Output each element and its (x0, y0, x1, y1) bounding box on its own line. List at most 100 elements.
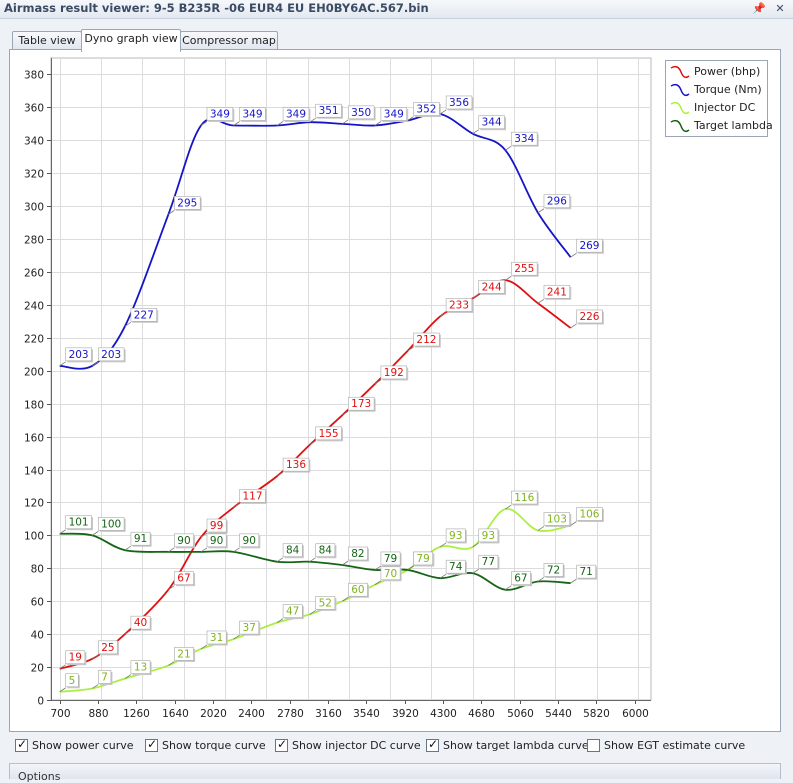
lambda-data-label: 77 (482, 556, 495, 568)
injector-data-label: 93 (482, 530, 495, 542)
lambda-data-label: 82 (351, 548, 364, 560)
power-data-label: 40 (134, 617, 147, 629)
injector-data-label: 52 (319, 597, 332, 609)
options-tab[interactable]: Options (9, 763, 781, 783)
torque-label-leader (309, 117, 316, 123)
injector-label-leader (537, 526, 545, 531)
power-data-label: 67 (177, 573, 190, 585)
injector-label-leader (342, 596, 349, 602)
checkbox-label: Show torque curve (162, 739, 266, 752)
lambda-data-label: 74 (449, 561, 463, 573)
power-label-box (413, 332, 440, 347)
tab-compressor-map[interactable]: Compressor map (180, 31, 278, 51)
torque-label-leader (537, 208, 545, 214)
lambda-label-box (282, 543, 303, 558)
close-icon[interactable]: ✕ (775, 2, 785, 15)
torque-label-box (282, 107, 310, 121)
injector-label-leader (505, 504, 512, 510)
tab-table-view[interactable]: Table view (12, 31, 82, 51)
options-bar: ✓ Show power curve ✓ Show torque curve ✓… (9, 733, 779, 758)
power-label-box (348, 396, 375, 411)
power-label-box (174, 571, 194, 586)
lambda-label-box (380, 551, 401, 566)
injector-data-label: 7 (101, 671, 108, 683)
y-tick-label: 340 (24, 136, 44, 148)
injector-label-box (315, 596, 336, 610)
lambda-label-leader (537, 577, 545, 582)
torque-label-leader (342, 119, 349, 125)
lambda-data-label: 71 (579, 566, 592, 578)
injector-swatch-icon (670, 101, 690, 115)
legend-item-injector: Injector DC (670, 100, 766, 116)
x-tick-label: 4680 (468, 708, 495, 720)
torque-label-box (511, 131, 538, 146)
x-tick-label: 1640 (162, 708, 189, 720)
injector-data-label: 116 (514, 492, 534, 504)
window-title: Airmass result viewer: 9-5 B235R -06 EUR… (4, 1, 429, 15)
injector-label-box (413, 551, 434, 566)
torque-label-leader (472, 129, 479, 135)
y-tick-label: 20 (31, 663, 44, 675)
lambda-label-leader (168, 547, 175, 553)
torque-label-leader (59, 361, 66, 367)
y-tick-label: 40 (31, 630, 44, 642)
injector-label-box (511, 490, 538, 505)
checkbox-box[interactable]: ✓ (145, 737, 158, 752)
plot-area (50, 57, 652, 701)
tab-dyno-graph-view[interactable]: Dyno graph view (81, 29, 181, 52)
power-label-leader (374, 379, 382, 385)
torque-data-label: 352 (416, 104, 436, 116)
y-tick-label: 380 (24, 70, 44, 82)
torque-label-box (348, 105, 375, 120)
torque-data-label: 344 (482, 117, 502, 129)
torque-data-label: 203 (69, 349, 89, 361)
y-tick-label: 300 (24, 202, 44, 214)
injector-label-box (239, 620, 260, 635)
checkbox-box[interactable]: ✓ (15, 737, 28, 752)
checkbox-box[interactable]: ✓ (587, 739, 600, 752)
pin-icon[interactable]: 📌 (752, 2, 766, 15)
torque-label-leader (570, 252, 577, 258)
torque-label-leader (407, 116, 414, 121)
lambda-label-leader (124, 545, 132, 551)
legend-label-torque: Torque (Nm) (694, 83, 762, 96)
power-label-leader (92, 654, 99, 660)
power-label-box (478, 280, 505, 294)
lambda-data-label: 90 (177, 535, 190, 547)
legend-item-power: Power (bhp) (670, 64, 766, 80)
torque-label-box (478, 115, 505, 130)
lambda-label-box (174, 533, 194, 548)
checkbox-box[interactable]: ✓ (426, 737, 439, 752)
power-label-leader (505, 275, 512, 281)
lambda-label-box (206, 533, 227, 548)
lambda-label-leader (309, 557, 316, 563)
torque-label-leader (505, 145, 512, 151)
y-tick-label: 100 (24, 531, 44, 543)
injector-label-box (282, 604, 303, 618)
lambda-data-label: 101 (69, 517, 89, 529)
power-label-box (380, 365, 408, 380)
injector-data-label: 106 (579, 509, 599, 521)
lambda-data-label: 100 (101, 518, 121, 530)
power-label-box (65, 650, 86, 665)
lambda-data-label: 79 (384, 553, 397, 565)
injector-data-label: 37 (243, 622, 256, 634)
torque-label-box (413, 102, 440, 116)
checkbox-box[interactable]: ✓ (275, 737, 288, 752)
y-tick-label: 240 (24, 301, 44, 313)
y-tick-label: 180 (24, 400, 44, 412)
power-data-label: 173 (351, 398, 371, 410)
x-tick-label: 5820 (583, 708, 610, 720)
x-tick-label: 3920 (392, 708, 419, 720)
torque-data-label: 227 (134, 309, 154, 321)
checkbox-label: Show injector DC curve (292, 739, 421, 752)
y-tick-label: 280 (24, 235, 44, 247)
power-label-leader (124, 629, 132, 635)
lambda-label-box (315, 543, 336, 558)
torque-data-label: 351 (319, 105, 339, 117)
torque-label-leader (374, 121, 382, 126)
injector-label-leader (276, 618, 284, 623)
lambda-data-label: 91 (134, 533, 147, 545)
power-label-leader (537, 298, 545, 304)
y-tick-label: 320 (24, 169, 44, 181)
